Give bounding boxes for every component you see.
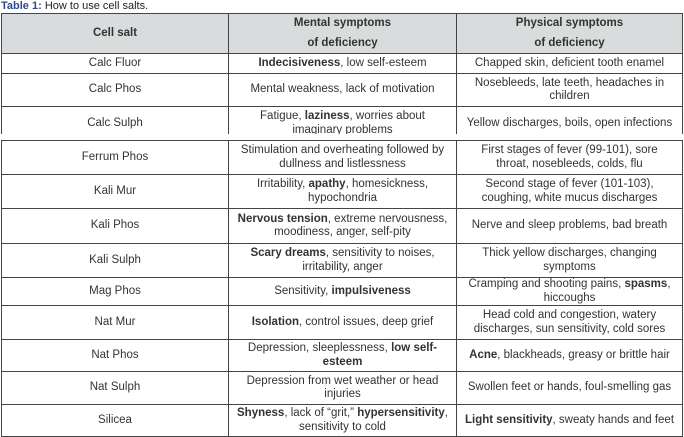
text: Fatigue, bbox=[260, 110, 305, 122]
header-mental-symptoms: Mental symptoms of deficiency bbox=[228, 13, 457, 54]
cell-salt-name: Nat Phos bbox=[1, 339, 229, 372]
cell-mental-symptoms: Nervous tension, extreme nervousness, mo… bbox=[228, 208, 457, 244]
cell-mental-symptoms: Mental weakness, lack of motivation bbox=[228, 73, 457, 107]
table-row: Silicea Shyness, lack of “grit,” hypersen… bbox=[1, 404, 683, 437]
bold-text: Indecisiveness bbox=[258, 56, 341, 69]
cell-mental-symptoms: Depression from wet weather or head inju… bbox=[228, 371, 457, 405]
text: , sensitivity to noises, irritability, a… bbox=[302, 247, 435, 273]
table-row: Nat Phos Depression, sleeplessness, low s… bbox=[1, 339, 683, 372]
text: Depression from wet weather or head inju… bbox=[246, 374, 439, 401]
cell-mental-symptoms: Irritability, apathy, homesickness, hypo… bbox=[228, 174, 457, 209]
cell-salts-table-part-1: Cell salt Mental symptoms of deficiency P… bbox=[1, 13, 683, 141]
cell-mental-symptoms: Shyness, lack of “grit,” hypersensitivit… bbox=[228, 404, 457, 437]
text: , sensitivity to cold bbox=[299, 407, 448, 433]
cell-physical-symptoms: Thick yellow discharges, changing sympto… bbox=[456, 243, 683, 278]
cell-salt-name: Nat Mur bbox=[1, 305, 229, 340]
bold-text: spasms bbox=[624, 278, 668, 291]
bold-text: Acne bbox=[469, 348, 498, 361]
cell-salt-name: Kali Phos bbox=[1, 208, 229, 244]
table-row: Ferrum Phos Stimulation and overheating f… bbox=[1, 140, 683, 175]
cell-physical-symptoms: Light sensitivity, sweaty hands and feet bbox=[456, 404, 683, 437]
cell-physical-symptoms: Chapped skin, deficient tooth enamel bbox=[456, 53, 683, 74]
bold-text: Shyness bbox=[237, 407, 285, 419]
header-row: Cell salt Mental symptoms of deficiency P… bbox=[1, 13, 683, 54]
header-physical-symptoms: Physical symptoms of deficiency bbox=[456, 13, 683, 54]
cell-mental-symptoms: Indecisiveness, low self-esteem bbox=[228, 53, 457, 74]
cell-physical-symptoms: Nosebleeds, late teeth, headaches in chi… bbox=[456, 73, 683, 107]
cell-salt-name: Calc Fluor bbox=[1, 53, 229, 74]
cell-physical-symptoms: Head cold and congestion, watery dischar… bbox=[456, 305, 683, 340]
table-row: Calc Phos Mental weakness, lack of motiva… bbox=[1, 73, 683, 107]
cell-mental-symptoms: Sensitivity, impulsiveness bbox=[228, 277, 457, 306]
bold-text: Light sensitivity bbox=[465, 413, 553, 426]
text: , lack of “grit,” bbox=[284, 407, 358, 419]
bold-text: hypersensitivity bbox=[357, 407, 445, 419]
cell-salt-name: Silicea bbox=[1, 404, 229, 437]
text: Second stage of fever (101-103), coughin… bbox=[481, 178, 658, 204]
text: Nerve and sleep problems, bad breath bbox=[471, 219, 668, 232]
text: , homesickness, hypochondria bbox=[307, 178, 429, 204]
cell-mental-symptoms: Depression, sleeplessness, low self-este… bbox=[228, 339, 457, 372]
cell-salt-name: Mag Phos bbox=[1, 277, 229, 306]
text: Thick yellow discharges, changing sympto… bbox=[482, 247, 657, 273]
cell-physical-symptoms: Swollen feet or hands, foul-smelling gas bbox=[456, 371, 683, 405]
bold-text: Isolation bbox=[251, 315, 300, 328]
table-row: Calc Fluor Indecisiveness, low self-estee… bbox=[1, 53, 683, 74]
bold-text: impulsiveness bbox=[331, 284, 411, 297]
text: Chapped skin, deficient tooth enamel bbox=[474, 56, 665, 69]
cell-salt-name: Kali Sulph bbox=[1, 243, 229, 278]
caption-text: How to use cell salts. bbox=[41, 0, 149, 12]
cell-physical-symptoms: Second stage of fever (101-103), coughin… bbox=[456, 174, 683, 209]
cell-physical-symptoms: Acne, blackheads, greasy or brittle hair bbox=[456, 339, 683, 372]
text: Stimulation and overheating followed by … bbox=[240, 144, 445, 170]
text: , worries about imaginary problems bbox=[292, 110, 425, 136]
cell-salt-name: Calc Phos bbox=[1, 73, 229, 107]
bold-text: low self-esteem bbox=[322, 342, 438, 368]
text: , hiccoughs bbox=[543, 278, 671, 304]
table-row: Nat Mur Isolation, control issues, deep g… bbox=[1, 305, 683, 340]
bold-text: Scary dreams bbox=[250, 247, 326, 259]
caption-label: Table 1: bbox=[1, 0, 42, 12]
cell-mental-symptoms: Stimulation and overheating followed by … bbox=[228, 140, 457, 175]
cell-salt-name: Kali Mur bbox=[1, 174, 229, 209]
cell-mental-symptoms: Scary dreams, sensitivity to noises, irr… bbox=[228, 243, 457, 278]
table-row: Kali Phos Nervous tension, extreme nervou… bbox=[1, 208, 683, 244]
bold-text: apathy bbox=[308, 178, 346, 190]
text: Depression, sleeplessness, bbox=[247, 342, 392, 354]
cell-physical-symptoms: Cramping and shooting pains, spasms, hic… bbox=[456, 277, 683, 306]
text: Nosebleeds, late teeth, headaches in chi… bbox=[474, 76, 665, 103]
cell-mental-symptoms: Isolation, control issues, deep grief bbox=[228, 305, 457, 340]
text: Irritability, bbox=[256, 178, 309, 190]
text: , sweaty hands and feet bbox=[552, 413, 675, 426]
header-cell-salt: Cell salt bbox=[1, 13, 229, 54]
table-row: Mag Phos Sensitivity, impulsiveness Crampi… bbox=[1, 277, 683, 306]
bold-text: laziness bbox=[304, 110, 350, 122]
page-break-gap bbox=[0, 134, 684, 140]
cell-salt-name: Ferrum Phos bbox=[1, 140, 229, 175]
table-row: Kali Sulph Scary dreams, sensitivity to n… bbox=[1, 243, 683, 278]
text: Swollen feet or hands, foul-smelling gas bbox=[467, 381, 672, 394]
text: Cramping and shooting pains, bbox=[468, 278, 625, 291]
cell-physical-symptoms: First stages of fever (99-101), sore thr… bbox=[456, 140, 683, 175]
text: , blackheads, greasy or brittle hair bbox=[497, 348, 670, 361]
text: , low self-esteem bbox=[340, 56, 427, 69]
text: Mental weakness, lack of motivation bbox=[250, 83, 435, 96]
text: Yellow discharges, boils, open infection… bbox=[466, 116, 673, 129]
text: , control issues, deep grief bbox=[299, 315, 434, 328]
table-row: Nat Sulph Depression from wet weather or … bbox=[1, 371, 683, 405]
cell-salt-name: Nat Sulph bbox=[1, 371, 229, 405]
table-caption: Table 1: How to use cell salts. bbox=[1, 0, 148, 13]
text: Head cold and congestion, watery dischar… bbox=[473, 309, 666, 335]
text: Sensitivity, bbox=[274, 284, 332, 297]
cell-physical-symptoms: Nerve and sleep problems, bad breath bbox=[456, 208, 683, 244]
text: First stages of fever (99-101), sore thr… bbox=[481, 144, 658, 170]
cell-salts-table-part-2: Ferrum Phos Stimulation and overheating f… bbox=[1, 140, 683, 437]
bold-text: Nervous tension bbox=[237, 212, 328, 225]
text: , extreme nervousness, moodiness, anger,… bbox=[274, 212, 448, 239]
table-row: Kali Mur Irritability, apathy, homesickne… bbox=[1, 174, 683, 209]
